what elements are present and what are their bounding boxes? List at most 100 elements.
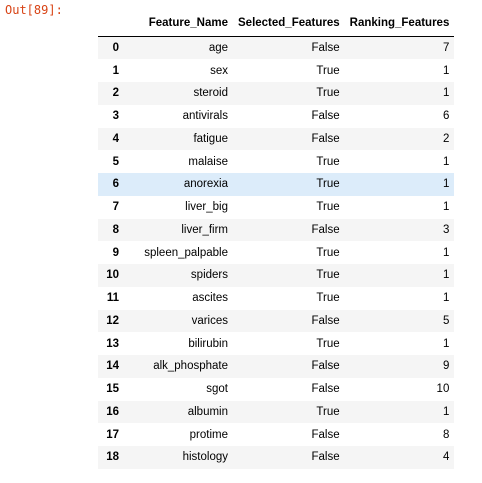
feature-name-cell: protime [189,428,228,441]
selected-features-cell: True [316,64,340,77]
feature-name-cell: spleen_palpable [144,246,228,259]
feature-name-cell: fatigue [193,132,228,145]
table-body: 0 age False 7 1 sex True 1 2 steroid True 1 3 antivir… [98,36,455,469]
selected-features-cell: True [316,269,340,282]
selected-features-cell: False [311,42,340,55]
table-row: 11 ascites True 1 [98,286,455,310]
selected-features-cell: True [316,155,340,168]
table-row: 6 anorexia True 1 [98,173,455,196]
feature-name-cell: albumin [187,405,228,418]
output-prompt: Out[89]: [5,3,63,17]
selected-features-cell: False [311,451,340,464]
row-index: 2 [112,87,119,100]
ranking-features-cell: 1 [442,269,450,282]
ranking-features-cell: 1 [442,64,450,77]
ranking-features-cell: 1 [442,405,450,418]
header-row: Feature_Name Selected_Features Ranking_F… [98,9,455,37]
row-index: 5 [112,155,119,168]
table-row: 8 liver_firm False 3 [98,218,455,242]
row-index: 17 [106,428,119,441]
row-index: 12 [106,314,119,327]
ranking-features-cell: 1 [442,178,450,191]
selected-features-cell: True [316,337,340,350]
ranking-features-cell: 1 [442,292,450,305]
column-header-index [98,9,124,37]
column-header-selected-features: Selected_Features [233,9,345,37]
ranking-features-cell: 1 [442,337,450,350]
feature-name-cell: alk_phosphate [153,360,228,373]
table-header: Feature_Name Selected_Features Ranking_F… [98,9,455,37]
feature-name-cell: histology [182,451,228,464]
feature-name-cell: varices [191,314,228,327]
ranking-features-cell: 1 [442,201,450,214]
feature-name-cell: liver_firm [181,223,228,236]
row-index: 0 [112,42,119,55]
ranking-features-cell: 8 [442,428,450,441]
selected-features-cell: False [311,314,340,327]
table-row: 2 steroid True 1 [98,82,455,105]
selected-features-cell: False [311,360,340,373]
ranking-features-cell: 6 [442,110,450,123]
table-row: 5 malaise True 1 [98,150,455,173]
row-index: 15 [106,383,119,396]
table-row: 12 varices False 5 [98,309,455,333]
feature-name-cell: sex [210,64,228,77]
row-index: 9 [112,246,119,259]
selected-features-cell: True [316,201,340,214]
row-index: 3 [112,110,119,123]
feature-name-cell: liver_big [185,201,228,214]
table-row: 10 spiders True 1 [98,264,455,287]
feature-name-cell: age [208,42,228,55]
row-index: 10 [106,269,119,282]
dataframe-table: Feature_Name Selected_Features Ranking_F… [98,9,455,469]
selected-features-cell: False [311,383,340,396]
row-index: 13 [106,337,119,350]
feature-name-cell: bilirubin [188,337,228,350]
ranking-features-cell: 9 [442,360,450,373]
selected-features-cell: False [311,428,340,441]
table-row: 18 histology False 4 [98,446,455,469]
table-row: 3 antivirals False 6 [98,104,455,128]
ranking-features-cell: 7 [442,42,450,55]
table-row: 17 protime False 8 [98,423,455,446]
row-index: 11 [106,292,119,305]
column-header-feature-name: Feature_Name [124,9,233,37]
table-row: 16 albumin True 1 [98,400,455,424]
table-row: 4 fatigue False 2 [98,127,455,151]
table-row: 0 age False 7 [98,36,455,60]
selected-features-cell: False [311,223,340,236]
feature-name-cell: malaise [188,155,228,168]
ranking-features-cell: 10 [436,383,450,396]
selected-features-cell: True [316,246,340,259]
table-row: 7 liver_big True 1 [98,195,455,219]
feature-name-cell: spiders [190,269,228,282]
feature-name-cell: anorexia [183,178,228,191]
selected-features-cell: True [316,178,340,191]
row-index: 18 [106,451,119,464]
ranking-features-cell: 4 [442,451,450,464]
selected-features-cell: True [316,405,340,418]
row-index: 8 [112,223,119,236]
row-index: 4 [112,132,119,145]
dataframe-output: Feature_Name Selected_Features Ranking_F… [98,9,455,469]
ranking-features-cell: 2 [442,132,450,145]
feature-name-cell: antivirals [182,110,228,123]
ranking-features-cell: 1 [442,246,450,259]
ranking-features-cell: 1 [442,87,450,100]
selected-features-cell: False [311,132,340,145]
row-index: 14 [106,360,119,373]
row-index: 16 [106,405,119,418]
row-index: 1 [112,64,119,77]
feature-name-cell: ascites [192,292,228,305]
column-header-ranking-features: Ranking_Features [344,9,455,37]
ranking-features-cell: 3 [442,223,450,236]
table-row: 15 sgot False 10 [98,377,455,401]
row-index: 6 [112,178,119,191]
table-row: 1 sex True 1 [98,59,455,82]
table-row: 9 spleen_palpable True 1 [98,241,455,264]
table-row: 13 bilirubin True 1 [98,332,455,355]
row-index: 7 [112,201,119,214]
table-row: 14 alk_phosphate False 9 [98,355,455,378]
selected-features-cell: True [316,292,340,305]
selected-features-cell: False [311,110,340,123]
